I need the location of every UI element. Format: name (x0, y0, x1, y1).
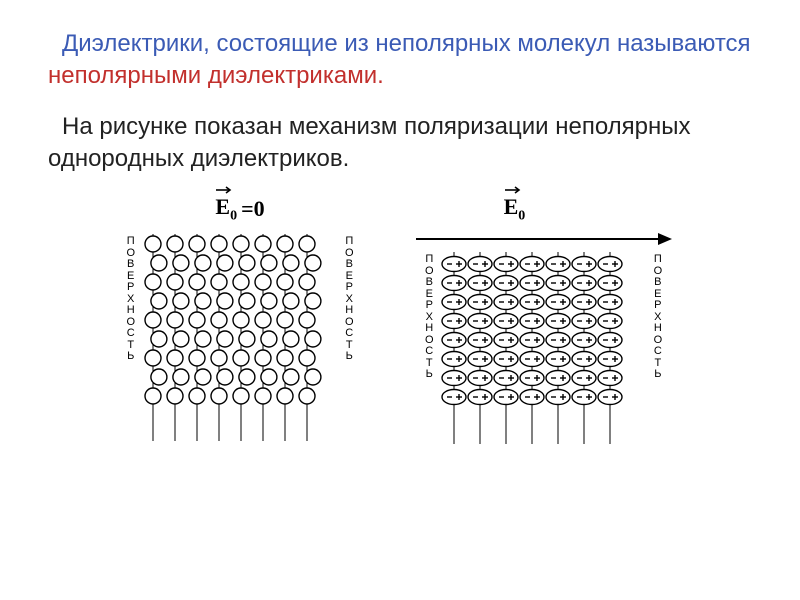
e-sub: 0 (518, 208, 525, 223)
surface-label-right-l: ПОВЕРХНОСТЬ (425, 248, 434, 448)
vector-arrow-icon (216, 186, 232, 194)
p1-red: неполярными диэлектриками. (48, 62, 384, 89)
e-vector-symbol: E0 (215, 194, 237, 224)
surface-label-left-r: ПОВЕРХНОСТЬ (345, 230, 354, 445)
paragraph-mechanism: На рисунке показан механизм поляризации … (48, 111, 752, 176)
figure-left: E0 =0 ПОВЕРХНОСТЬ ПОВЕРХНОСТЬ (126, 194, 353, 448)
figure-right: E0 ПОВЕРХНОСТЬ ПОВЕРХНОСТЬ (414, 194, 674, 448)
p1-blue: Диэлектрики, состоящие из неполярных мол… (62, 30, 751, 57)
e-vector-symbol-right: E0 (504, 194, 526, 224)
e-letter: E (504, 194, 519, 219)
right-molecule-grid (434, 248, 654, 448)
equals-zero: =0 (241, 196, 265, 222)
figures-row: E0 =0 ПОВЕРХНОСТЬ ПОВЕРХНОСТЬ E0 (48, 194, 752, 448)
left-molecule-grid (135, 230, 345, 445)
e-letter: E (215, 194, 230, 219)
label-e0-arrow: E0 (414, 194, 674, 224)
vector-arrow-icon (505, 186, 521, 194)
label-e0-zero: E0 =0 (215, 194, 264, 224)
paragraph-definition: Диэлектрики, состоящие из неполярных мол… (48, 28, 752, 93)
surface-label-left-l: ПОВЕРХНОСТЬ (126, 230, 135, 445)
e-sub: 0 (230, 208, 237, 223)
field-arrow (414, 230, 674, 248)
surface-label-right-r: ПОВЕРХНОСТЬ (654, 248, 663, 448)
